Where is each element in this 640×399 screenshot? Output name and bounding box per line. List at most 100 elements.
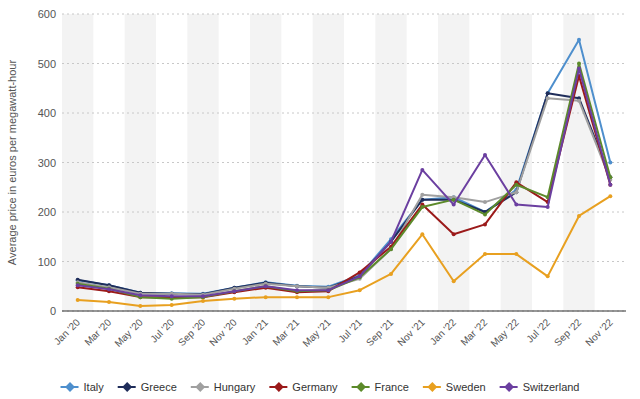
legend-marker [65, 382, 75, 392]
series-point [389, 240, 393, 244]
column-band [375, 14, 406, 311]
x-axis: Jan '20Mar '20May '20Jul '20Sep '20Nov '… [52, 316, 615, 349]
legend-label: Hungary [214, 381, 256, 393]
series-point [389, 247, 393, 251]
series-point [420, 205, 424, 209]
series-point [326, 288, 330, 292]
series-point [608, 183, 612, 187]
y-tick-label: 400 [38, 107, 56, 119]
series-point [264, 284, 268, 288]
column-band [250, 14, 281, 311]
series-line [78, 196, 611, 306]
series-point [326, 295, 330, 299]
series-point [389, 240, 393, 244]
x-tick-label: Nov '20 [207, 316, 239, 348]
legend-marker [356, 382, 366, 392]
legend-marker [122, 382, 132, 392]
series-point [232, 297, 236, 301]
legend-marker [274, 382, 284, 392]
series-point [389, 247, 393, 251]
legend-label: Greece [141, 381, 177, 393]
series-line [78, 40, 611, 294]
x-tick-label: Jan '20 [52, 316, 83, 347]
chart: 0100200300400500600Average price in euro… [0, 0, 640, 399]
series-point [107, 287, 111, 291]
series-point [514, 190, 518, 194]
series-point [295, 284, 299, 288]
x-tick-label: Mar '21 [270, 316, 301, 347]
series-line [78, 68, 611, 296]
legend-label: Germany [292, 381, 338, 393]
series-point [138, 304, 142, 308]
y-tick-label: 200 [38, 206, 56, 218]
series-point [514, 252, 518, 256]
x-tick-label: Jan '21 [240, 316, 271, 347]
x-tick-label: Sep '20 [176, 316, 208, 348]
legend-label: Switzerland [523, 381, 580, 393]
x-tick-label: Jan '22 [428, 316, 459, 347]
x-tick-label: Jul '22 [524, 316, 552, 344]
grid-line [62, 261, 626, 262]
series-point [264, 295, 268, 299]
series-point [420, 193, 424, 197]
grid-line [62, 311, 626, 312]
series-point [326, 288, 330, 292]
x-tick-label: May '20 [112, 316, 145, 349]
series-point [201, 295, 205, 299]
series-point [546, 96, 550, 100]
legend-label: Sweden [446, 381, 486, 393]
y-tick-label: 0 [50, 305, 56, 317]
grid-line [62, 14, 626, 15]
series-point [546, 91, 550, 95]
legend-marker [195, 382, 205, 392]
legend-label: France [375, 381, 409, 393]
series-group [76, 38, 613, 308]
series-point [201, 299, 205, 303]
series-point [514, 183, 518, 187]
series-point [264, 281, 268, 285]
legend-label: Italy [84, 381, 105, 393]
series-point [483, 222, 487, 226]
y-axis: 0100200300400500600 [38, 8, 626, 317]
x-tick-label: Jul '20 [148, 316, 176, 344]
legend-item: France [352, 381, 409, 393]
series-point [483, 200, 487, 204]
series-point [546, 91, 550, 95]
series-point [232, 290, 236, 294]
series-point [295, 289, 299, 293]
legend-item: Switzerland [500, 381, 580, 393]
x-tick-label: Jul '21 [336, 316, 364, 344]
series-point [577, 214, 581, 218]
series-point [483, 252, 487, 256]
y-tick-label: 600 [38, 8, 56, 20]
series-point [420, 232, 424, 236]
series-point [295, 284, 299, 288]
series-point [264, 284, 268, 288]
series-point [170, 303, 174, 307]
legend-item: Italy [61, 381, 105, 393]
series-point [577, 66, 581, 70]
series-point [608, 183, 612, 187]
series-point [546, 205, 550, 209]
x-tick-label: Sep '21 [364, 316, 396, 348]
x-axis-line [62, 310, 626, 311]
series-point [420, 168, 424, 172]
series-point [107, 300, 111, 304]
series-point [201, 294, 205, 298]
y-tick-label: 500 [38, 58, 56, 70]
series-point [514, 190, 518, 194]
series-point [483, 153, 487, 157]
series-point [452, 279, 456, 283]
series-point [170, 294, 174, 298]
x-tick-label: May '22 [488, 316, 521, 349]
series-point [232, 289, 236, 293]
series-point [358, 288, 362, 292]
series-point [514, 203, 518, 207]
series-point [326, 285, 330, 289]
legend-item: Sweden [423, 381, 486, 393]
series-point [232, 286, 236, 290]
legend-item: Hungary [191, 381, 256, 393]
x-tick-label: May '21 [300, 316, 333, 349]
grid-line [62, 212, 626, 213]
series-point [326, 289, 330, 293]
